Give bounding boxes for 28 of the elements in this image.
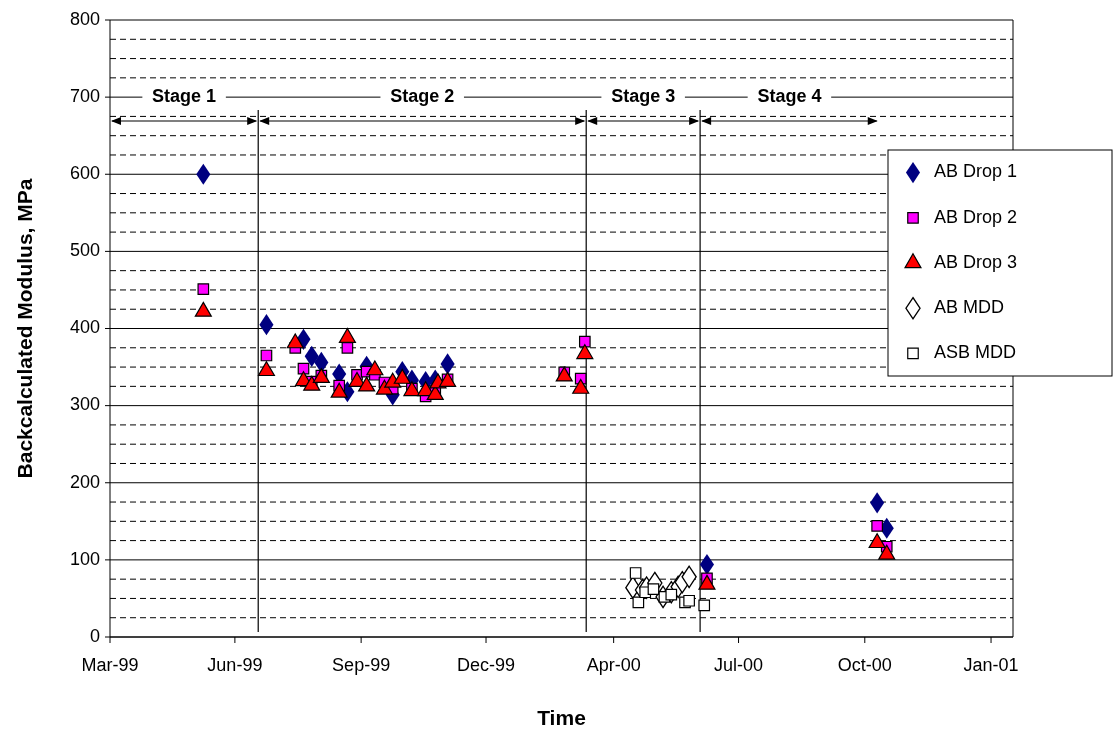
- y-tick-label: 100: [69, 548, 100, 569]
- legend-label: AB Drop 1: [934, 161, 1018, 182]
- x-tick-label: Jan-01: [963, 655, 1019, 675]
- x-tick-label: Mar-99: [81, 655, 139, 675]
- legend-label: AB MDD: [934, 296, 1005, 317]
- x-tick-label: Dec-99: [457, 655, 516, 675]
- x-axis-title: Time: [537, 706, 586, 729]
- annotation: Stage 1: [152, 85, 217, 106]
- y-axis-title: Backcalculated Modulus, MPa: [13, 178, 36, 479]
- x-tick-label: Jul-00: [714, 655, 764, 675]
- x-tick-label: Apr-00: [586, 655, 641, 675]
- legend-label: AB Drop 2: [934, 206, 1018, 227]
- y-tick-label: 400: [69, 317, 100, 338]
- x-tick-label: Sep-99: [332, 655, 391, 675]
- legend-label: ASB MDD: [934, 342, 1017, 363]
- x-tick-label: Oct-00: [837, 655, 892, 675]
- y-tick-label: 600: [69, 163, 100, 183]
- y-tick-label: 0: [89, 625, 100, 646]
- y-tick-label: 800: [69, 8, 100, 29]
- y-tick-label: 200: [69, 471, 100, 492]
- annotation: Stage 3: [611, 85, 676, 106]
- annotation: Stage 4: [757, 85, 822, 106]
- x-tick-label: Jun-99: [207, 655, 263, 675]
- annotation: Stage 2: [390, 85, 455, 106]
- legend-label: AB Drop 3: [934, 251, 1018, 272]
- y-tick-label: 300: [69, 394, 100, 415]
- y-tick-label: 500: [69, 240, 100, 261]
- y-tick-label: 700: [69, 85, 100, 106]
